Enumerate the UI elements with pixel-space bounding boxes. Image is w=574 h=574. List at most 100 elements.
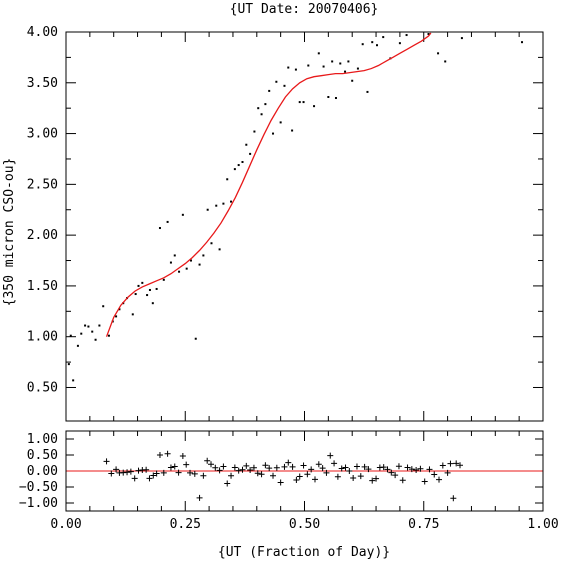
residual-point	[350, 475, 357, 482]
data-point	[331, 60, 334, 63]
residual-point	[247, 467, 254, 474]
residual-point	[296, 473, 303, 480]
residual-point	[431, 471, 438, 478]
residual-y-tick-label: −0.50	[19, 480, 58, 495]
residual-point	[243, 462, 250, 469]
data-point	[206, 208, 209, 211]
residual-point	[179, 452, 186, 459]
residual-point	[103, 458, 110, 465]
residual-point	[319, 465, 326, 472]
residual-point	[439, 462, 446, 469]
residual-point	[289, 463, 296, 470]
residual-point	[228, 472, 235, 479]
residual-point	[224, 480, 231, 487]
x-tick-label: 1.00	[527, 517, 558, 532]
data-point	[366, 90, 369, 93]
residual-point	[444, 469, 451, 476]
residual-point	[146, 475, 153, 482]
residual-point	[171, 463, 178, 470]
residual-plot-frame	[65, 430, 544, 512]
data-point	[181, 213, 184, 216]
data-point	[249, 152, 252, 155]
residual-point	[304, 471, 311, 478]
residual-point	[108, 470, 115, 477]
data-point	[218, 248, 221, 251]
residual-point	[187, 469, 194, 476]
data-point	[298, 101, 301, 104]
residual-point	[346, 468, 353, 474]
data-point	[162, 278, 165, 281]
data-point	[283, 84, 286, 87]
residual-y-tick-label: 1.00	[27, 432, 58, 447]
residual-point	[156, 452, 163, 458]
residual-point	[235, 467, 242, 474]
data-point	[141, 281, 144, 284]
residual-point	[361, 463, 368, 470]
data-point	[215, 204, 218, 207]
data-point	[241, 161, 244, 164]
data-point	[87, 325, 90, 328]
data-point	[322, 65, 325, 68]
residual-point	[196, 494, 203, 501]
residual-point	[399, 477, 406, 484]
data-point	[382, 36, 385, 39]
residual-point	[281, 463, 288, 470]
residual-point	[373, 475, 380, 482]
residual-point	[239, 466, 246, 473]
x-tick-label: 0.00	[50, 517, 81, 532]
data-point	[173, 254, 176, 257]
data-point	[521, 41, 524, 44]
residual-point	[270, 472, 277, 479]
data-point	[307, 64, 310, 67]
data-point	[146, 294, 149, 297]
data-point	[76, 344, 79, 347]
residual-point	[273, 464, 280, 471]
residual-point	[175, 469, 182, 476]
data-point	[166, 220, 169, 223]
data-point	[344, 70, 347, 73]
data-point	[294, 68, 297, 71]
data-point	[131, 313, 134, 316]
data-point	[98, 324, 101, 327]
y-tick-label: 1.50	[27, 279, 58, 294]
data-point	[202, 254, 205, 257]
residual-point	[293, 476, 300, 483]
residual-point	[353, 463, 360, 470]
data-point	[137, 284, 140, 287]
data-point	[376, 44, 379, 47]
residual-point	[160, 469, 167, 476]
residual-point	[277, 479, 284, 486]
data-point	[313, 105, 316, 108]
data-point	[72, 379, 75, 382]
residual-point	[450, 495, 457, 502]
residual-point	[421, 478, 428, 485]
residual-point	[426, 466, 433, 473]
data-point	[198, 263, 201, 266]
data-point	[210, 242, 213, 245]
data-point	[339, 62, 342, 65]
data-point	[260, 113, 263, 116]
data-point	[427, 33, 430, 36]
residual-point	[417, 465, 424, 472]
residual-point	[124, 469, 131, 476]
data-point	[361, 43, 364, 46]
data-points	[67, 33, 524, 382]
data-point	[302, 101, 305, 104]
residual-point	[127, 468, 134, 475]
data-point	[222, 202, 225, 205]
residual-plot-panel: −1.00−0.500.000.501.000.00 0.25 0.50 0.75 1.…	[19, 430, 559, 532]
residual-y-tick-label: 0.00	[27, 464, 58, 479]
residual-point	[200, 472, 207, 479]
data-point	[233, 168, 236, 171]
residual-point	[300, 462, 307, 469]
fit-curve	[105, 32, 432, 337]
data-point	[272, 132, 275, 135]
residual-point	[457, 462, 464, 469]
data-point	[405, 34, 408, 37]
data-point	[237, 164, 240, 167]
residual-point	[216, 467, 223, 474]
residual-point	[113, 466, 120, 473]
data-point	[91, 330, 94, 333]
residual-points	[103, 450, 464, 502]
